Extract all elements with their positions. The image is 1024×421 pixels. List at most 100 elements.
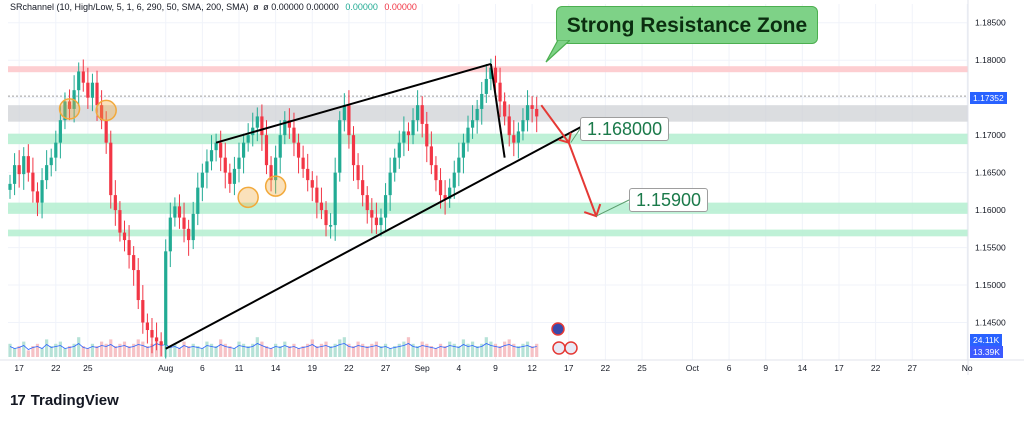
tradingview-brand[interactable]: 17 TradingView <box>10 392 119 409</box>
x-tick-label: 17 <box>564 363 574 373</box>
volume-bar <box>269 348 273 357</box>
indicator-z2: ø <box>263 2 269 12</box>
candle-body <box>260 116 264 136</box>
x-tick-label: 22 <box>344 363 354 373</box>
volume-bar <box>168 346 172 357</box>
trendline-drop-line <box>489 63 506 158</box>
candle-body <box>507 116 511 136</box>
volume-bar <box>232 348 237 357</box>
candle-body <box>232 168 237 184</box>
candle-body <box>40 180 44 203</box>
volume-bar <box>406 337 411 357</box>
volume-bar <box>104 343 108 357</box>
highlight-circle <box>58 98 81 120</box>
indicator-label: SRchannel (10, High/Low, 5, 1, 6, 290, 5… <box>10 2 249 12</box>
price-zones <box>8 66 968 237</box>
candle-body <box>319 202 324 211</box>
volume-bar <box>301 346 305 357</box>
volume-bar <box>228 346 232 357</box>
volume-bar <box>95 346 99 357</box>
candle-body <box>420 105 424 124</box>
volume-bar <box>219 339 223 357</box>
volume-bar <box>425 343 429 357</box>
candle-body <box>49 157 53 166</box>
candle-body <box>122 232 127 241</box>
volume-bar <box>26 350 30 357</box>
zone-gray <box>8 105 968 122</box>
candle-body <box>315 187 319 203</box>
candle-body <box>159 341 163 346</box>
zone-support2 <box>8 202 968 214</box>
resistance-callout: Strong Resistance Zone <box>556 6 818 44</box>
candle-body <box>356 165 360 181</box>
candle-body <box>237 157 241 169</box>
volume-bar <box>429 346 433 357</box>
volume-bar <box>177 348 182 357</box>
y-tick-label: 1.18000 <box>975 55 1006 65</box>
candle-body <box>127 240 131 256</box>
candle-body <box>22 156 26 175</box>
volume-bar <box>187 346 191 357</box>
y-tick-label: 1.15000 <box>975 280 1006 290</box>
volume-bar <box>209 343 214 357</box>
volume-bar <box>12 348 17 357</box>
x-tick-label: 12 <box>527 363 537 373</box>
candle-body <box>361 180 365 196</box>
volume-bar <box>484 337 488 357</box>
event-icon <box>551 322 565 336</box>
candle-body <box>173 206 177 218</box>
candle-body <box>365 195 369 211</box>
candle-body <box>306 168 310 181</box>
candle-body <box>461 142 466 158</box>
zone-support1 <box>8 133 968 145</box>
indicator-value-1: 0.00000 <box>271 2 304 12</box>
candle-body <box>475 108 479 121</box>
volume-bar <box>388 348 392 357</box>
volume-tag-1: 24.11K <box>970 334 1003 346</box>
volume-bar <box>287 346 291 357</box>
candle-body <box>168 217 172 252</box>
candle-body <box>452 172 456 188</box>
volume-bar <box>118 343 122 357</box>
candle-body <box>141 300 145 323</box>
candle-body <box>113 195 117 211</box>
candle-body <box>145 322 149 331</box>
volume-bar <box>40 348 44 357</box>
volume-bar <box>434 348 438 357</box>
candle-body <box>503 101 507 117</box>
candle-body <box>347 105 351 136</box>
candle-body <box>292 127 296 143</box>
candle-body <box>150 330 154 338</box>
volume-bar <box>310 339 314 357</box>
volume-bar <box>63 348 67 357</box>
candles <box>8 55 539 359</box>
indicator-legend[interactable]: SRchannel (10, High/Low, 5, 1, 6, 290, 5… <box>10 2 417 12</box>
volume-bar <box>196 346 200 357</box>
candle-body <box>223 157 227 173</box>
flag-icon <box>552 341 566 355</box>
volume-bar <box>475 346 479 357</box>
candle-body <box>525 105 530 121</box>
volume-line <box>9 342 537 350</box>
candle-body <box>329 225 333 227</box>
volume-bar <box>113 346 117 357</box>
y-tick-label: 1.18500 <box>975 18 1006 28</box>
candle-body <box>480 93 484 109</box>
candle-body <box>269 165 273 181</box>
candle-body <box>301 157 305 169</box>
candle-body <box>448 187 452 199</box>
candle-body <box>434 165 438 181</box>
volume-bar <box>324 341 328 357</box>
candle-body <box>274 157 278 181</box>
volume-bar <box>498 346 502 357</box>
volume-bar <box>379 346 383 357</box>
volume-bar <box>283 341 287 357</box>
candle-body <box>493 67 498 83</box>
volume-bar <box>136 339 140 357</box>
flag-icon <box>564 341 578 355</box>
y-tick-label: 1.16500 <box>975 168 1006 178</box>
x-tick-label: 11 <box>235 363 244 373</box>
candle-body <box>521 120 525 132</box>
candle-body <box>466 127 470 143</box>
